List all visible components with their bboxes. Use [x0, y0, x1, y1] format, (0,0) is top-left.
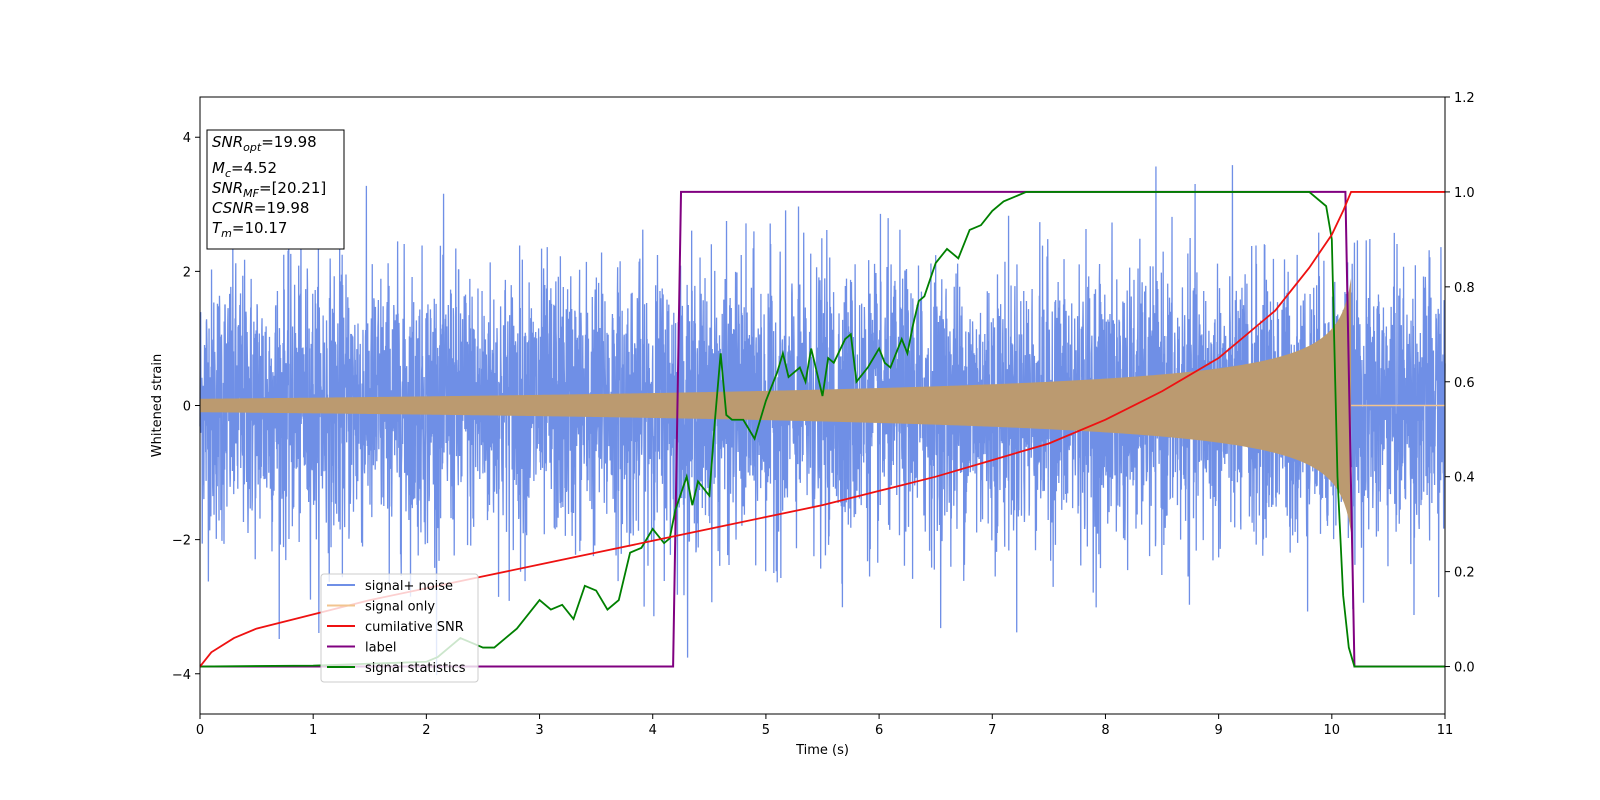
signal-statistics-line [199, 191, 1445, 668]
legend-label-cumulative-snr: cumilative SNR [365, 620, 464, 635]
x-tick-label: 10 [1324, 723, 1341, 738]
legend-label-signal-statistics: signal statistics [365, 661, 466, 676]
x-tick-label: 7 [988, 723, 996, 738]
y2-tick-label: 0.2 [1454, 566, 1475, 581]
x-tick-label: 6 [875, 723, 883, 738]
legend-label-signal-noise: signal+ noise [365, 579, 453, 594]
info-snr-mf: SNRMF=[20.21] [212, 179, 326, 200]
y-tick-label: 0 [183, 400, 191, 415]
legend-label-label: label [365, 641, 396, 656]
info-box-frame [206, 129, 345, 250]
y-axis-ticks: −4 −2 0 2 4 [172, 131, 200, 683]
x-tick-label: 8 [1101, 723, 1109, 738]
x-tick-label: 4 [649, 723, 657, 738]
x-tick-label: 1 [309, 723, 317, 738]
x-axis-label: Time (s) [795, 743, 849, 758]
signal-only-envelope [200, 278, 1352, 533]
signal-only-series [200, 278, 1445, 533]
x-axis-ticks: 0 1 2 3 4 5 6 7 8 9 10 11 [196, 714, 1453, 738]
x-tick-label: 3 [535, 723, 543, 738]
y2-tick-label: 0.4 [1454, 471, 1475, 486]
x-tick-label: 11 [1437, 723, 1454, 738]
signal-statistics-series [199, 191, 1445, 668]
x-tick-label: 2 [422, 723, 430, 738]
info-csnr: CSNR=19.98 [212, 199, 309, 217]
x-tick-label: 9 [1214, 723, 1222, 738]
y-tick-label: −4 [172, 668, 191, 683]
info-tm: Tm=10.17 [212, 219, 287, 240]
y2-axis-ticks: 0.0 0.2 0.4 0.6 0.8 1.0 1.2 [1445, 91, 1475, 676]
legend-frame [320, 573, 479, 683]
y2-tick-label: 0.8 [1454, 281, 1475, 296]
x-tick-label: 0 [196, 723, 204, 738]
legend: signal+ noise signal only cumilative SNR… [320, 573, 479, 683]
y-tick-label: 4 [183, 131, 191, 146]
y-axis-label: Whitened strain [150, 354, 165, 457]
info-mc: Mc=4.52 [212, 159, 277, 180]
y-tick-label: 2 [183, 265, 191, 280]
info-box: SNRopt=19.98 Mc=4.52 SNRMF=[20.21] CSNR=… [206, 129, 345, 250]
legend-label-signal-only: signal only [365, 600, 435, 615]
info-snr-opt: SNRopt=19.98 [212, 133, 317, 154]
y2-tick-label: 0.6 [1454, 376, 1475, 391]
y2-tick-label: 0.0 [1454, 661, 1475, 676]
y2-tick-label: 1.0 [1454, 186, 1475, 201]
y-tick-label: −2 [172, 534, 191, 549]
y2-tick-label: 1.2 [1454, 91, 1475, 106]
x-tick-label: 5 [762, 723, 770, 738]
